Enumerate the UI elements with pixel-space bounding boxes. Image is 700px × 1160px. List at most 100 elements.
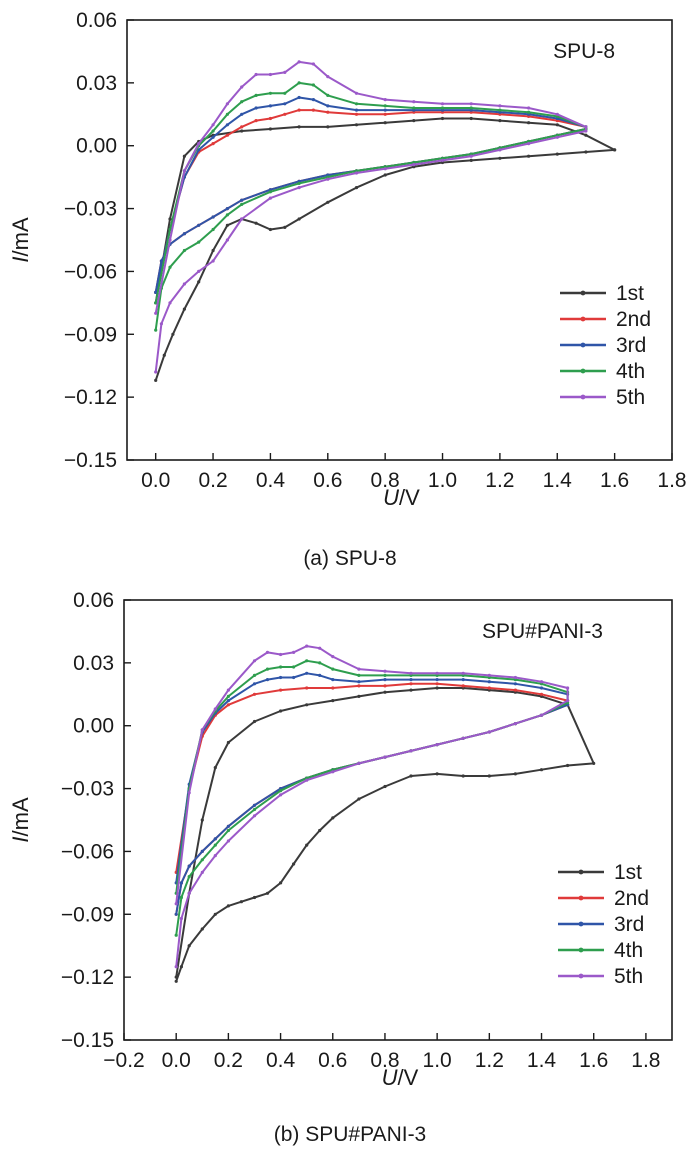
data-point-1st [357, 694, 361, 698]
y-tick-label: −0.15 [64, 449, 117, 472]
data-point-4th [213, 843, 217, 847]
legend-marker-1st [578, 869, 584, 875]
data-point-4th [240, 202, 244, 206]
data-point-1st [179, 965, 183, 969]
data-point-2nd [539, 692, 544, 696]
data-point-5th [487, 730, 491, 734]
data-point-3rd [297, 95, 301, 100]
data-point-3rd [252, 803, 257, 807]
x-tick-label: −0.2 [103, 1049, 144, 1072]
data-point-1st [168, 217, 172, 221]
legend-label-4th: 4th [614, 939, 643, 962]
legend-label-4th: 4th [616, 360, 645, 383]
chart-panel-b: 0.06 0.03 0.00 −0.03 −0.06 −0.09 −0.12 −0.15 −0.… [0, 580, 700, 1160]
data-point-4th [498, 108, 502, 112]
series-line-1st [175, 687, 595, 983]
data-point-5th [469, 154, 473, 158]
legend-marker-3rd [578, 921, 584, 927]
legend-marker-2nd [580, 316, 586, 322]
legend-label-3rd: 3rd [614, 913, 644, 936]
data-point-5th [326, 177, 330, 181]
chart-panel-a: 0.06 0.03 0.00 −0.03 −0.06 −0.09 −0.12 −0.15 0.0… [8, 9, 687, 570]
x-tick-label: 0.6 [313, 469, 342, 492]
y-tick-label: 0.00 [73, 715, 114, 738]
data-point-1st [240, 129, 244, 133]
data-point-3rd [354, 108, 359, 112]
data-point-5th [174, 965, 178, 969]
x-tick-label: 1.4 [543, 469, 573, 492]
data-point-3rd [539, 686, 544, 690]
data-point-1st [305, 843, 309, 847]
data-point-1st [527, 121, 531, 125]
legend-marker-5th [580, 394, 586, 400]
data-point-1st [440, 116, 445, 121]
data-point-5th [539, 713, 544, 717]
data-point-5th [159, 322, 163, 326]
data-point-5th [265, 650, 270, 654]
data-point-4th [240, 100, 244, 104]
x-tick-label: 0.8 [371, 469, 400, 492]
data-point-3rd [154, 290, 158, 294]
data-point-1st [226, 740, 230, 745]
data-point-3rd [197, 223, 201, 227]
data-point-4th [226, 828, 230, 833]
data-point-2nd [211, 142, 215, 146]
data-point-5th [357, 667, 361, 671]
x-tick-label: 0.2 [214, 1049, 243, 1072]
data-point-4th [326, 93, 330, 97]
data-point-4th [297, 181, 301, 185]
data-point-1st [326, 125, 330, 129]
legend-label-1st: 1st [614, 861, 642, 884]
data-point-5th [383, 669, 387, 673]
data-point-1st [584, 150, 588, 154]
data-point-1st [326, 200, 330, 204]
data-point-3rd [226, 824, 230, 828]
data-point-2nd [461, 684, 465, 688]
data-point-5th [469, 102, 473, 106]
data-point-1st [513, 772, 518, 776]
data-point-3rd [159, 259, 163, 263]
data-point-4th [254, 93, 258, 97]
x-axis-label: U/V [382, 1065, 419, 1090]
data-point-5th [187, 791, 191, 795]
data-point-1st [318, 828, 322, 833]
data-point-3rd [240, 112, 244, 116]
data-point-5th [326, 75, 330, 79]
data-point-5th [297, 186, 301, 190]
data-point-1st [254, 221, 258, 225]
data-point-5th [461, 671, 465, 675]
data-point-2nd [354, 112, 359, 116]
data-point-2nd [297, 108, 301, 112]
data-point-4th [383, 104, 387, 108]
data-point-3rd [326, 104, 330, 108]
data-point-1st [498, 119, 502, 123]
series-line-3rd [154, 96, 587, 294]
data-point-5th [292, 650, 296, 654]
data-point-1st [225, 223, 229, 227]
cv-chart-b: 0.06 0.03 0.00 −0.03 −0.06 −0.09 −0.12 −0.15−0.… [8, 589, 673, 1090]
data-point-5th [200, 870, 204, 874]
data-point-3rd [174, 912, 178, 916]
data-point-5th [584, 125, 588, 129]
data-point-3rd [292, 675, 296, 680]
data-point-1st [213, 912, 217, 916]
data-point-4th [174, 933, 178, 937]
data-point-1st [409, 688, 413, 692]
legend-label-2nd: 2nd [616, 308, 651, 331]
data-point-5th [383, 98, 387, 102]
data-point-5th [412, 163, 416, 167]
data-point-3rd [211, 135, 215, 139]
x-axis-label: U/V [383, 485, 420, 510]
data-point-1st [182, 154, 186, 158]
data-point-1st [187, 944, 191, 948]
data-point-4th [279, 665, 283, 669]
y-axis-label: I/mA [8, 217, 33, 263]
data-point-4th [187, 875, 191, 879]
data-point-1st [182, 307, 186, 311]
data-point-5th [297, 60, 301, 64]
data-point-1st [226, 904, 230, 908]
data-point-5th [305, 644, 309, 648]
data-point-1st [435, 772, 439, 776]
data-point-5th [213, 854, 217, 858]
data-point-1st [354, 186, 359, 190]
